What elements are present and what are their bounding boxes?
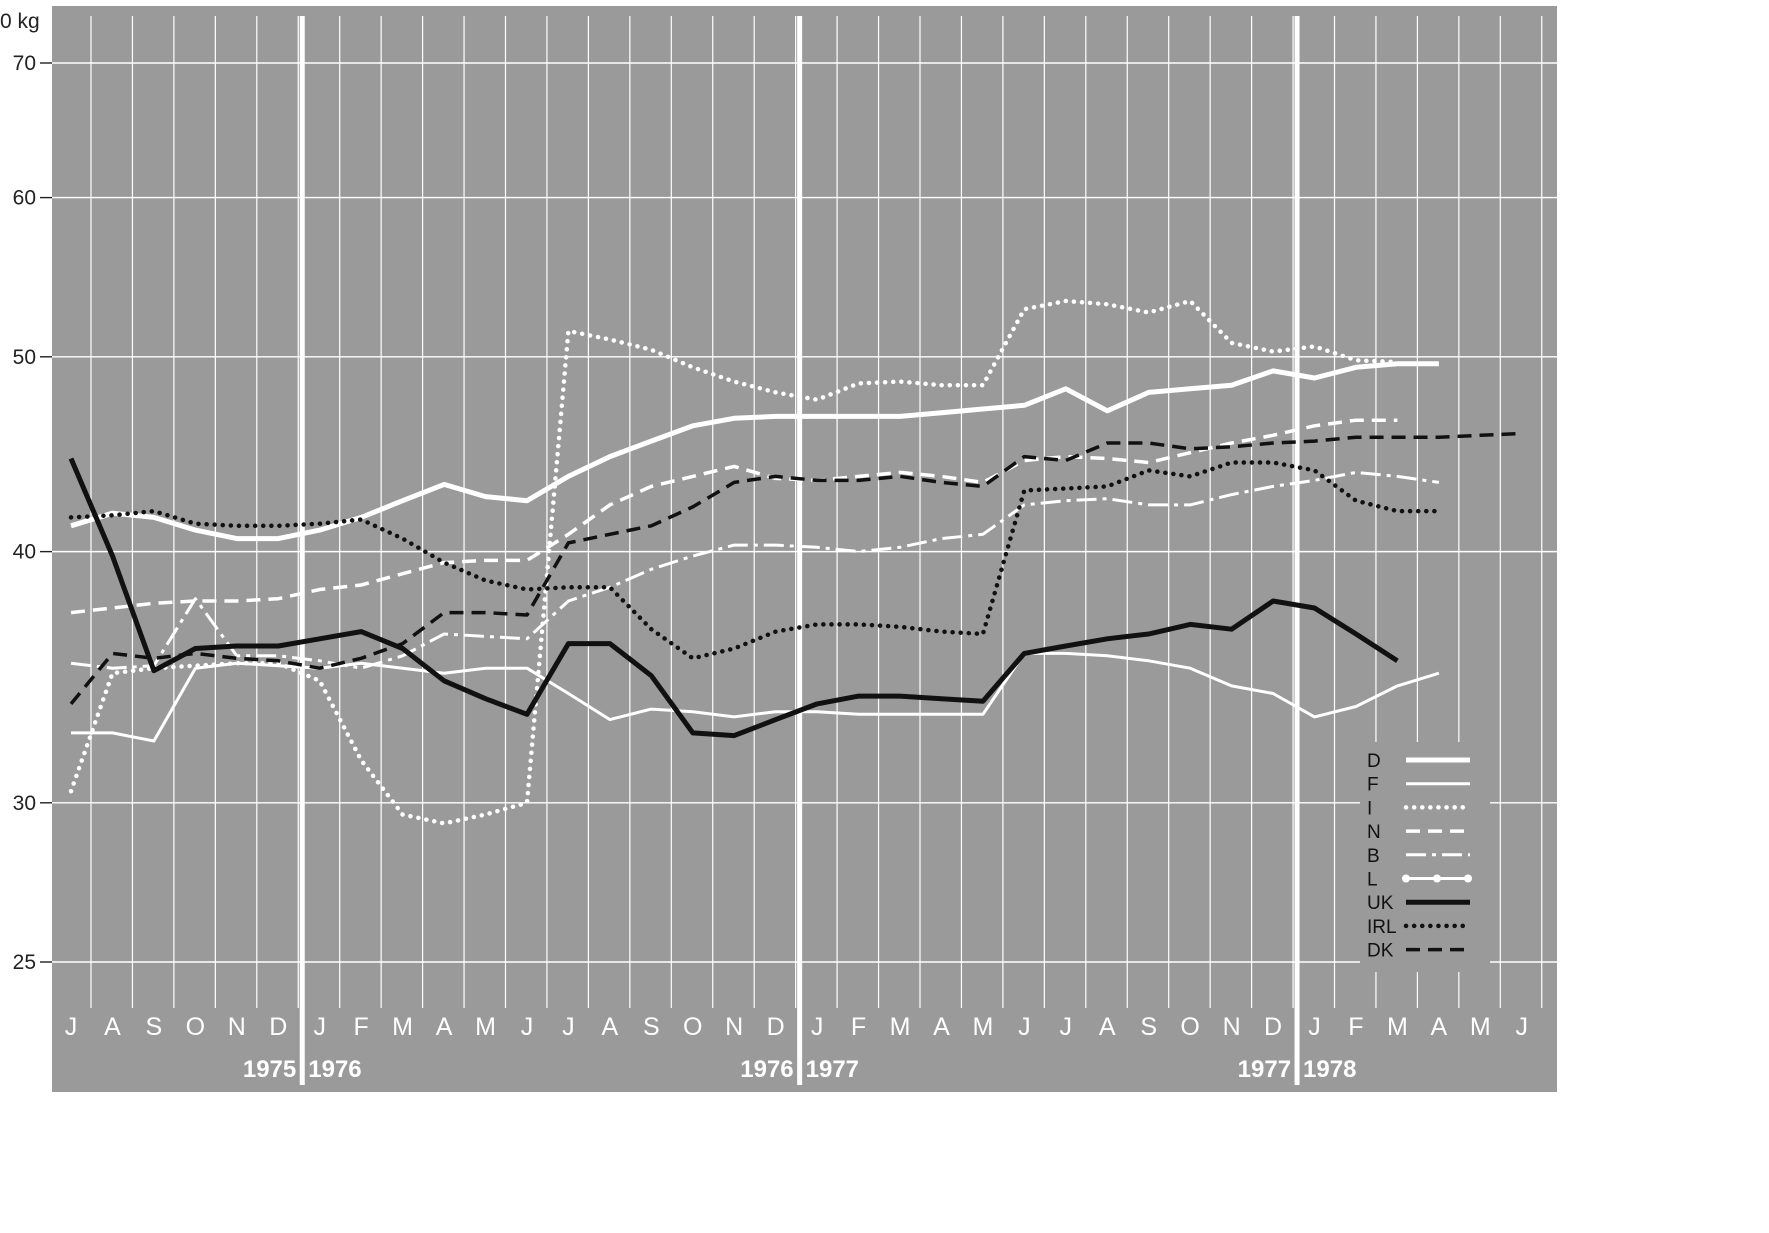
- x-tick-label: M: [1387, 1013, 1408, 1041]
- legend-label-i: I: [1367, 798, 1372, 819]
- series-group: [68, 298, 1522, 826]
- y-tick-label: 25: [13, 951, 36, 974]
- legend-marker: [1402, 874, 1410, 883]
- x-tick-label: A: [1431, 1013, 1448, 1041]
- x-tick-label: S: [146, 1013, 163, 1041]
- year-label: 1977: [806, 1056, 859, 1083]
- series-line-d: [70, 361, 1439, 542]
- legend-label-b: B: [1367, 846, 1380, 867]
- y-tick-label: 30: [13, 792, 36, 815]
- series-line-uk: [68, 457, 1399, 739]
- x-tick-label: F: [1348, 1013, 1363, 1041]
- legend-marker: [1433, 874, 1441, 883]
- x-tick-label: M: [972, 1013, 993, 1041]
- year-label: 1977: [1238, 1056, 1291, 1083]
- series-line-irl: [68, 460, 1442, 661]
- legend-label-uk: UK: [1367, 893, 1394, 914]
- x-tick-label: M: [475, 1013, 496, 1041]
- series-line-b: [70, 470, 1440, 670]
- x-tick-label: M: [1470, 1013, 1491, 1041]
- y-tick-label: 70: [13, 52, 36, 75]
- x-tick-label: J: [313, 1013, 326, 1041]
- x-tick-label: J: [1516, 1013, 1529, 1041]
- y-axis-label: 0 kg: [0, 10, 40, 33]
- x-tick-label: J: [521, 1013, 534, 1041]
- x-tick-label: A: [602, 1013, 619, 1041]
- legend-label-irl: IRL: [1367, 917, 1397, 938]
- legend-marker: [1464, 874, 1472, 883]
- y-tick-label: 60: [13, 187, 36, 210]
- y-tick-label: 40: [13, 541, 36, 564]
- series-line-f: [71, 651, 1440, 743]
- x-tick-label: J: [1018, 1013, 1031, 1041]
- x-tick-label: N: [228, 1013, 246, 1041]
- series-line-i: [68, 298, 1400, 826]
- legend-label-dk: DK: [1367, 941, 1394, 962]
- year-label: 1976: [308, 1056, 361, 1083]
- x-tick-label: J: [562, 1013, 575, 1041]
- x-tick-label: A: [1099, 1013, 1116, 1041]
- x-tick-label: M: [392, 1013, 413, 1041]
- x-tick-label: N: [725, 1013, 743, 1041]
- plot-background: [52, 6, 1557, 1092]
- year-label: 1978: [1303, 1056, 1356, 1083]
- x-tick-label: D: [269, 1013, 287, 1041]
- y-axis: 25 30 40 50 60 70: [13, 52, 52, 974]
- x-tick-label: O: [186, 1013, 205, 1041]
- legend-label-n: N: [1367, 822, 1381, 843]
- year-label: 1975: [243, 1056, 296, 1083]
- x-tick-label: J: [1060, 1013, 1073, 1041]
- x-tick-label: A: [104, 1013, 121, 1041]
- x-tick-label: J: [1308, 1013, 1321, 1041]
- x-tick-label: J: [811, 1013, 824, 1041]
- x-tick-label: S: [643, 1013, 660, 1041]
- x-tick-label: S: [1140, 1013, 1157, 1041]
- x-tick-label: A: [933, 1013, 950, 1041]
- legend-label-f: F: [1367, 775, 1379, 796]
- x-tick-label: F: [354, 1013, 369, 1041]
- series-line-n: [70, 418, 1398, 615]
- legend-box: [1360, 742, 1490, 972]
- x-tick-label: F: [851, 1013, 866, 1041]
- series-line-dk: [69, 431, 1522, 706]
- legend-label-d: D: [1367, 751, 1381, 772]
- x-tick-label: D: [767, 1013, 785, 1041]
- x-tick-label: J: [65, 1013, 78, 1041]
- year-label: 1976: [740, 1056, 793, 1083]
- x-tick-label: A: [436, 1013, 453, 1041]
- x-tick-label: N: [1223, 1013, 1241, 1041]
- y-tick-label: 50: [13, 346, 36, 369]
- x-tick-label: M: [890, 1013, 911, 1041]
- x-tick-label: O: [1180, 1013, 1199, 1041]
- legend-label-l: L: [1367, 870, 1378, 891]
- x-tick-label: D: [1264, 1013, 1282, 1041]
- x-tick-label: O: [683, 1013, 702, 1041]
